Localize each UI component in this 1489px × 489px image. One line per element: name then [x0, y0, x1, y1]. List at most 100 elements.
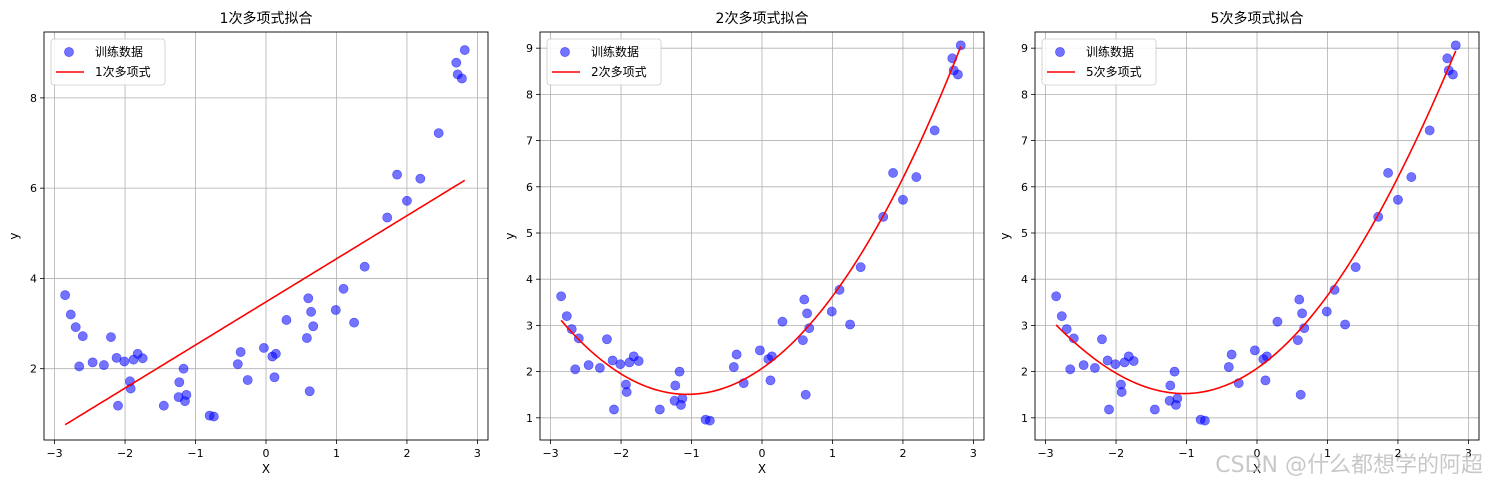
data-point: [1350, 262, 1361, 273]
y-tick-label: 1: [1021, 412, 1028, 425]
data-point: [338, 283, 349, 294]
data-point: [235, 347, 246, 357]
watermark: CSDN @什么都想学的阿超: [1215, 453, 1483, 478]
data-point: [1297, 308, 1308, 319]
data-point: [77, 331, 88, 342]
data-point: [258, 343, 269, 353]
data-point: [583, 360, 594, 371]
data-point: [113, 400, 123, 411]
data-point: [1321, 306, 1332, 317]
x-axis-label: X: [262, 462, 270, 476]
data-point: [208, 411, 219, 422]
data-point: [306, 306, 317, 317]
data-point: [800, 389, 811, 400]
data-point: [797, 335, 808, 346]
x-tick-label: 0: [1254, 447, 1261, 460]
data-point: [119, 356, 130, 367]
data-point: [457, 73, 467, 84]
x-tick-label: 1: [1324, 447, 1331, 460]
data-point: [888, 168, 898, 178]
data-point: [330, 305, 341, 315]
data-point: [654, 404, 665, 415]
y-tick-label: 7: [1021, 135, 1028, 148]
data-point: [799, 294, 810, 305]
data-point: [301, 333, 312, 343]
x-tick-label: 3: [1465, 447, 1472, 460]
data-point: [106, 332, 116, 342]
data-point: [1393, 194, 1403, 205]
data-point: [570, 364, 581, 375]
x-tick-label: −3: [1037, 447, 1053, 460]
data-point: [845, 319, 855, 330]
data-point: [181, 389, 192, 400]
data-point: [87, 357, 98, 368]
data-point: [609, 404, 619, 415]
data-point: [898, 194, 908, 205]
data-point: [953, 69, 963, 80]
data-point: [1199, 415, 1210, 426]
x-tick-label: 2: [403, 447, 410, 460]
x-tick-label: −2: [613, 447, 629, 460]
x-tick-label: 0: [263, 447, 270, 460]
data-point: [1116, 387, 1127, 397]
data-point: [955, 40, 966, 51]
y-tick-label: 3: [526, 319, 533, 332]
data-point: [1051, 291, 1062, 302]
x-tick-label: 3: [474, 447, 481, 460]
data-point: [561, 311, 572, 322]
data-point: [677, 393, 688, 404]
data-point: [1406, 172, 1417, 182]
y-tick-label: 6: [1021, 181, 1028, 194]
y-tick-label: 8: [526, 88, 533, 101]
data-point: [1299, 323, 1310, 334]
data-point: [1292, 335, 1303, 346]
y-tick-label: 5: [1021, 227, 1028, 240]
legend-box: [546, 38, 662, 86]
legend-label-fit: 2次多项式: [591, 65, 647, 79]
grid: [540, 32, 984, 440]
data-point: [602, 334, 612, 345]
data-point: [1294, 294, 1305, 305]
subplot-1: −3 −2 −1 0 1 2 3 2 4 6 8 1次多项式拟合 Xy 训练数据 1次多项式: [7, 10, 489, 476]
data-point: [402, 195, 412, 206]
legend-marker-scatter: [1055, 47, 1065, 57]
legend: 训练数据 2次多项式: [546, 38, 662, 86]
y-tick-label: 4: [526, 273, 533, 286]
data-point: [1165, 380, 1176, 391]
data-point: [1272, 316, 1283, 327]
data-point: [1295, 389, 1306, 400]
data-point: [70, 322, 81, 333]
data-point: [1424, 125, 1435, 136]
x-tick-label: −3: [542, 447, 558, 460]
y-tick-label: 9: [526, 42, 533, 55]
data-point: [308, 321, 319, 332]
y-tick-label: 9: [1021, 42, 1028, 55]
data-point: [1450, 40, 1461, 51]
data-point: [1128, 356, 1139, 366]
subplot-2: −3 −2 −1 0 1 2 3 1 2 3 4 5 6 7 8 9 2次多项式拟合 Xy 训练数据 2次多项式: [503, 10, 985, 476]
data-point: [728, 362, 739, 372]
data-point: [304, 386, 315, 397]
x-axis-label: X: [758, 462, 766, 476]
data-point: [670, 380, 681, 391]
y-axis-label: y: [7, 232, 21, 239]
fit-line: [64, 179, 466, 426]
axes-frame: [43, 31, 489, 441]
data-point: [1249, 345, 1260, 356]
data-point: [60, 290, 71, 301]
data-point: [74, 361, 85, 372]
data-point: [242, 375, 253, 385]
data-point: [621, 387, 632, 397]
data-point: [415, 173, 426, 184]
data-point: [566, 324, 577, 335]
data-point: [1226, 349, 1237, 360]
chart-title: 1次多项式拟合: [220, 10, 313, 27]
data-point: [595, 363, 605, 373]
x-tick-label: 0: [759, 447, 766, 460]
data-point: [1090, 363, 1100, 373]
data-point: [777, 316, 788, 327]
y-tick-label: 5: [526, 227, 533, 240]
x-tick-label: −3: [46, 447, 62, 460]
y-tick-label: 3: [1021, 319, 1028, 332]
legend-label-fit: 5次多项式: [1086, 65, 1142, 79]
